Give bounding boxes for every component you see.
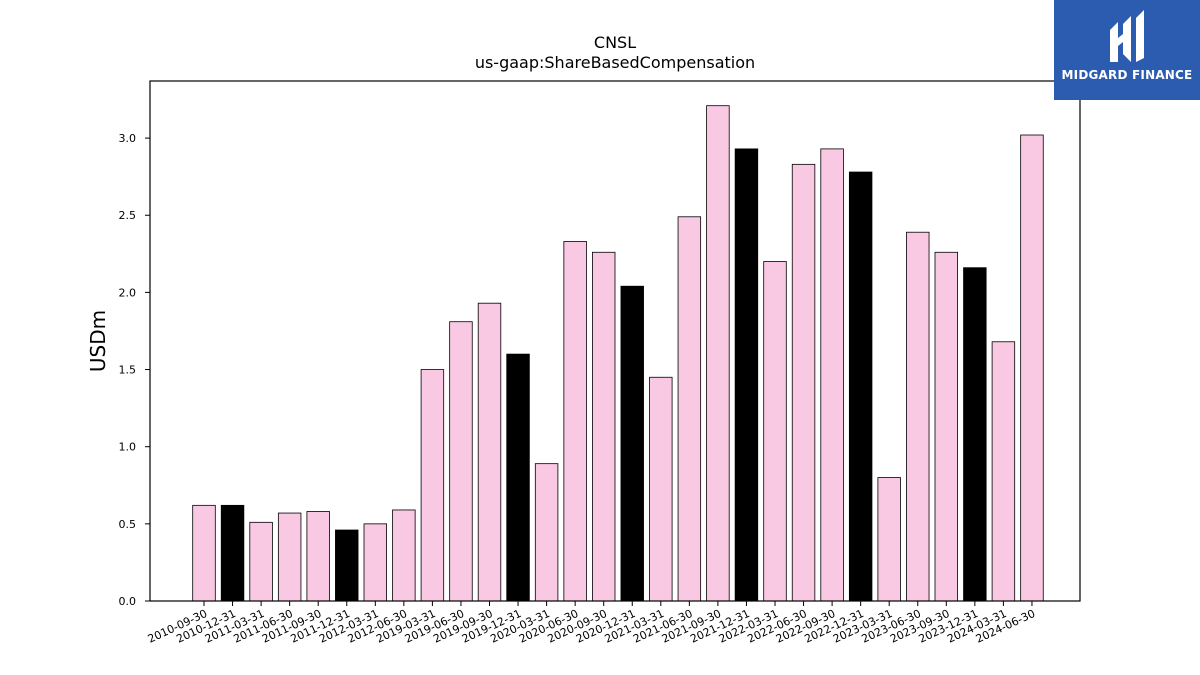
x-axis: 2010-09-302010-12-312011-03-312011-06-30… <box>146 601 1037 646</box>
y-tick-label: 1.5 <box>119 364 137 377</box>
bar-2012-06-30 <box>392 509 416 602</box>
midgard-logo-icon <box>1110 10 1144 62</box>
y-tick-label: 2.0 <box>119 286 137 299</box>
bar-2020-03-31 <box>534 463 559 602</box>
bar-2021-06-30 <box>677 216 702 602</box>
bar-2023-03-31 <box>877 477 901 602</box>
y-tick-label: 1.0 <box>119 441 137 454</box>
bar-2019-06-30 <box>449 321 473 602</box>
bar-2011-06-30 <box>277 512 302 602</box>
bar-2010-09-30 <box>192 504 216 602</box>
midgard-finance-logo: MIDGARD FINANCE <box>1054 0 1200 100</box>
bar-2019-12-31 <box>506 353 530 602</box>
y-tick-label: 2.5 <box>119 209 137 222</box>
y-tick-label: 0.5 <box>119 518 137 531</box>
bar-2022-03-31 <box>763 261 787 602</box>
bar-2023-12-31 <box>963 267 987 602</box>
bar-2021-09-30 <box>706 105 730 602</box>
bar-2012-03-31 <box>363 523 388 602</box>
y-tick-label: 0.0 <box>119 595 137 608</box>
bar-2010-12-31 <box>220 504 245 602</box>
bar-2020-06-30 <box>563 241 587 602</box>
bar-2023-09-30 <box>934 251 959 602</box>
bar-2023-06-30 <box>906 231 930 602</box>
bar-2011-09-30 <box>306 511 330 602</box>
bar-2020-09-30 <box>592 251 616 602</box>
y-axis: 0.0 0.5 1.0 1.5 2.0 2.5 3.0 <box>119 132 150 608</box>
bar-2022-06-30 <box>791 163 816 602</box>
chart-subtitle: us-gaap:ShareBasedCompensation <box>475 53 755 72</box>
bars-group <box>192 105 1044 602</box>
bar-2021-03-31 <box>649 376 673 602</box>
bar-2020-12-31 <box>620 285 644 602</box>
bar-2022-09-30 <box>820 148 844 602</box>
bar-2021-12-31 <box>734 148 759 602</box>
bar-2024-06-30 <box>1020 134 1044 602</box>
plot-frame <box>149 80 1081 602</box>
bar-2019-09-30 <box>477 302 502 602</box>
chart-title: CNSL <box>594 33 636 52</box>
logo-text: MIDGARD FINANCE <box>1061 68 1193 82</box>
y-axis-label: USDm <box>86 310 110 372</box>
bar-2022-12-31 <box>848 171 873 602</box>
bar-2019-03-31 <box>420 369 445 602</box>
y-tick-label: 3.0 <box>119 132 137 145</box>
bar-2024-03-31 <box>991 341 1016 602</box>
bar-2011-03-31 <box>249 521 273 602</box>
bar-2011-12-31 <box>335 529 359 602</box>
